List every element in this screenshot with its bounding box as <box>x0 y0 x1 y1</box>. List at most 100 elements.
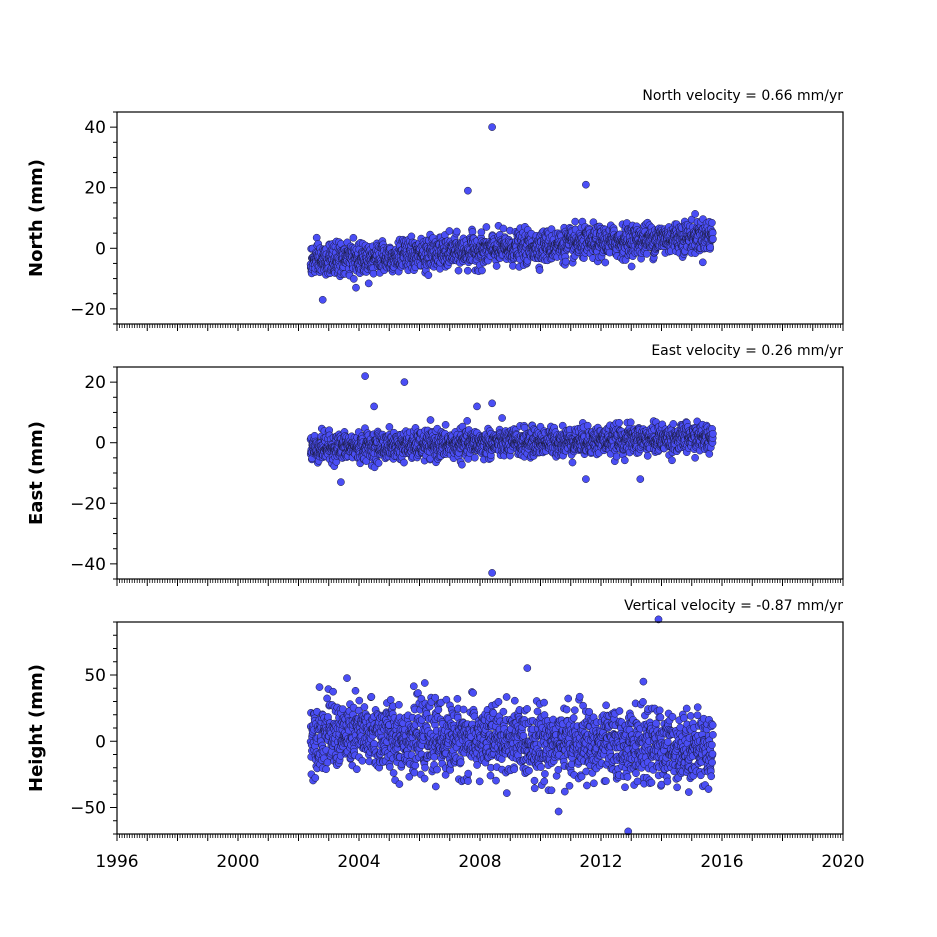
east-y-axis-label: East (mm) <box>26 421 47 525</box>
east-data-point <box>705 450 714 458</box>
north-data-point <box>445 227 454 235</box>
east-data-point <box>643 452 652 460</box>
y-tick-label: −40 <box>70 555 106 575</box>
y-tick-label: −20 <box>70 300 106 320</box>
height-y-axis-label: Height (mm) <box>26 664 47 792</box>
north-data-point <box>424 271 433 280</box>
height-data-point <box>360 703 369 711</box>
east-data-point <box>583 421 592 430</box>
height-data-point <box>351 686 360 695</box>
north-outlier-point <box>488 123 496 131</box>
east-data-point <box>458 460 466 469</box>
north-data-point <box>452 227 461 236</box>
height-data-point <box>421 763 429 772</box>
north-data-point <box>369 269 378 278</box>
north-data-point <box>642 250 651 258</box>
east-data-point <box>615 418 623 427</box>
north-outlier-point <box>352 283 360 292</box>
east-data-point <box>441 420 450 429</box>
height-data-point <box>395 780 404 788</box>
east-outlier-point <box>488 569 496 577</box>
north-data-point <box>709 235 717 243</box>
height-data-point <box>395 700 403 709</box>
north-data-point <box>499 224 508 233</box>
north-data-point <box>535 266 544 274</box>
north-data-point <box>601 258 610 267</box>
north-data-point <box>708 218 716 227</box>
east-y-axis: −40 −20 0 20 <box>70 366 117 580</box>
east-panel: East velocity = 0.26 mm/yr East (mm) −40… <box>26 343 844 586</box>
east-outlier-point <box>337 478 345 486</box>
height-panel: Vertical velocity = -0.87 mm/yr Height (… <box>26 598 865 872</box>
y-tick-label: −20 <box>70 494 106 514</box>
height-data-points <box>306 615 717 836</box>
height-data-point <box>389 769 398 777</box>
north-data-point <box>627 262 636 271</box>
east-data-point <box>426 416 435 424</box>
east-data-point <box>709 429 717 438</box>
height-data-point <box>367 692 376 701</box>
east-outlier-point <box>636 475 645 483</box>
east-data-point <box>568 458 577 467</box>
north-x-axis <box>116 324 844 331</box>
east-velocity-annotation: East velocity = 0.26 mm/yr <box>651 343 843 359</box>
east-plot-frame <box>116 366 844 580</box>
east-data-point <box>463 417 472 425</box>
north-data-point <box>691 210 699 218</box>
height-data-point <box>409 682 418 691</box>
east-data-point <box>668 456 676 465</box>
north-y-axis-label: North (mm) <box>26 159 47 277</box>
height-data-point <box>343 674 351 682</box>
north-data-point <box>706 243 715 252</box>
y-tick-label: 40 <box>84 118 106 138</box>
height-data-point <box>358 756 367 765</box>
north-data-point <box>698 258 707 267</box>
north-data-points <box>306 123 717 304</box>
east-outlier-point <box>370 402 378 411</box>
height-data-point <box>386 695 395 704</box>
north-outlier-point <box>582 180 590 189</box>
east-outlier-point <box>361 372 369 380</box>
north-data-point <box>454 266 463 275</box>
east-data-point <box>498 414 506 422</box>
east-x-axis <box>116 579 844 586</box>
east-data-point <box>374 459 383 467</box>
east-outlier-point <box>582 475 590 483</box>
height-data-point <box>355 696 364 705</box>
east-data-point <box>470 453 479 462</box>
north-data-point <box>349 275 358 283</box>
y-tick-label: 0 <box>95 239 106 259</box>
north-data-point <box>561 257 570 266</box>
north-velocity-annotation: North velocity = 0.66 mm/yr <box>642 88 843 104</box>
y-tick-label: 0 <box>95 434 106 454</box>
east-data-point <box>626 418 635 427</box>
height-data-point <box>315 683 324 691</box>
north-plot-frame <box>116 111 844 325</box>
north-panel: North velocity = 0.66 mm/yr North (mm) −… <box>26 88 844 331</box>
height-data-point <box>352 765 361 774</box>
north-data-point <box>571 217 580 226</box>
north-data-point <box>349 233 358 242</box>
y-tick-label: 20 <box>84 179 106 199</box>
east-outlier-point <box>488 399 496 408</box>
vertical-velocity-annotation: Vertical velocity = -0.87 mm/yr <box>624 598 843 614</box>
height-data-point <box>420 774 429 783</box>
north-outlier-point <box>318 295 327 304</box>
height-data-point <box>311 774 320 782</box>
east-data-points <box>306 372 717 577</box>
height-data-point <box>322 765 330 774</box>
east-outlier-point <box>473 402 481 411</box>
north-data-point <box>509 262 517 270</box>
north-data-point <box>482 223 491 231</box>
north-outlier-point <box>464 186 472 195</box>
east-data-point <box>400 458 408 467</box>
height-data-point <box>420 679 429 687</box>
east-data-point <box>669 420 678 428</box>
height-data-point <box>410 768 419 777</box>
north-data-point <box>492 262 501 270</box>
height-data-point <box>370 739 379 748</box>
east-outlier-point <box>400 378 409 386</box>
y-tick-label: 20 <box>84 373 106 393</box>
east-data-point <box>620 456 629 465</box>
